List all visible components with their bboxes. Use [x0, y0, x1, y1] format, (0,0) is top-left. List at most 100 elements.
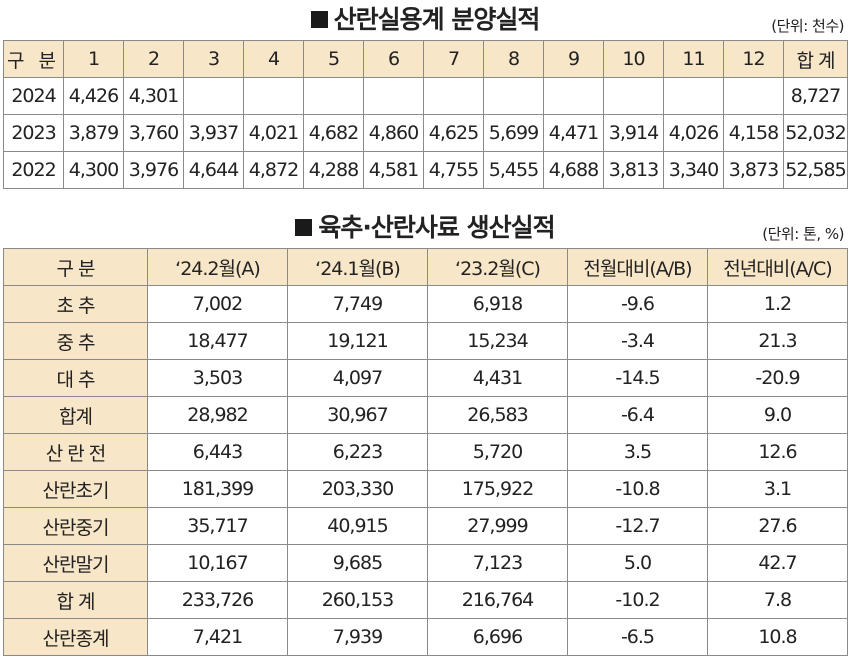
layer-distribution-table-cell — [243, 77, 304, 115]
layer-distribution-table-cell — [363, 77, 424, 115]
layer-distribution-column-header: 6 — [363, 40, 424, 78]
feed-production-table-cell: 30,967 — [287, 396, 428, 434]
feed-production-title-text: 육추·산란사료 생산실적 — [318, 213, 555, 242]
layer-distribution-column-header: 3 — [183, 40, 244, 78]
layer-distribution-table-cell: 4,426 — [63, 77, 124, 115]
feed-production-table-cell: 3,503 — [147, 359, 288, 397]
layer-distribution-table-cell: 4,300 — [63, 151, 124, 189]
feed-production-table-cell: -10.8 — [567, 470, 708, 508]
layer-distribution-table-cell: 4,682 — [303, 114, 364, 152]
layer-distribution-table-cell: 4,755 — [423, 151, 484, 189]
feed-production-table-row: 합계 28,982 30,967 26,583 -6.4 9.0 — [3, 396, 848, 434]
feed-production-table-cell: 3.1 — [707, 470, 848, 508]
layer-distribution-title-row: 산란실용계 분양실적 (단위: 천수) — [0, 0, 850, 40]
feed-production-table-cell: 27.6 — [707, 507, 848, 545]
feed-production-table-cell: 12.6 — [707, 433, 848, 471]
feed-production-table-row: 초 추 7,002 7,749 6,918 -9.6 1.2 — [3, 285, 848, 323]
layer-distribution-table-cell: 4,301 — [123, 77, 184, 115]
layer-distribution-column-header: 10 — [603, 40, 664, 78]
feed-production-row-label: 산 란 전 — [3, 433, 148, 471]
layer-distribution-row-label: 2022 — [3, 151, 64, 189]
layer-distribution-table-cell: 5,699 — [483, 114, 544, 152]
feed-production-table-row: 중 추 18,477 19,121 15,234 -3.4 21.3 — [3, 322, 848, 360]
feed-production-column-header: ‘24.1월(B) — [287, 248, 428, 286]
layer-distribution-table-cell — [603, 77, 664, 115]
layer-distribution-table-cell: 4,026 — [663, 114, 724, 152]
layer-distribution-column-header: 9 — [543, 40, 604, 78]
feed-production-table-cell: -9.6 — [567, 285, 708, 323]
feed-production-table-cell: 9,685 — [287, 544, 428, 582]
feed-production-row-label: 합계 — [3, 396, 148, 434]
feed-production-table-cell: -6.5 — [567, 618, 708, 656]
layer-distribution-table-cell: 52,032 — [783, 114, 848, 152]
feed-production-table-row: 산란중기 35,717 40,915 27,999 -12.7 27.6 — [3, 507, 848, 545]
feed-production-table-cell: 4,097 — [287, 359, 428, 397]
feed-production-table-cell: 27,999 — [427, 507, 568, 545]
layer-distribution-table-cell: 3,914 — [603, 114, 664, 152]
feed-production-table-cell: 28,982 — [147, 396, 288, 434]
layer-distribution-table-cell — [543, 77, 604, 115]
layer-distribution-table-cell: 3,340 — [663, 151, 724, 189]
feed-production-table-cell: -14.5 — [567, 359, 708, 397]
feed-production-table-cell: 5,720 — [427, 433, 568, 471]
layer-distribution-table-cell: 4,625 — [423, 114, 484, 152]
feed-production-table-row: 산란종계 7,421 7,939 6,696 -6.5 10.8 — [3, 618, 848, 656]
feed-production-table-cell: 1.2 — [707, 285, 848, 323]
feed-production-table-cell: 260,153 — [287, 581, 428, 619]
layer-distribution-table-cell: 52,585 — [783, 151, 848, 189]
square-bullet-icon — [310, 11, 328, 28]
feed-production-table-cell: 26,583 — [427, 396, 568, 434]
layer-distribution-table-cell: 5,455 — [483, 151, 544, 189]
layer-distribution-table-cell — [423, 77, 484, 115]
feed-production-table-cell: 216,764 — [427, 581, 568, 619]
layer-distribution-table-cell: 3,879 — [63, 114, 124, 152]
feed-production-table-cell: -10.2 — [567, 581, 708, 619]
layer-distribution-column-header: 5 — [303, 40, 364, 78]
feed-production-table-cell: -6.4 — [567, 396, 708, 434]
layer-distribution-table-cell — [303, 77, 364, 115]
feed-production-unit: (단위: 톤, %) — [762, 225, 844, 243]
feed-production-table-cell: 7.8 — [707, 581, 848, 619]
feed-production-table-cell: 5.0 — [567, 544, 708, 582]
feed-production-row-label: 산란중기 — [3, 507, 148, 545]
feed-production-table-cell: 7,123 — [427, 544, 568, 582]
feed-production-table-cell: 42.7 — [707, 544, 848, 582]
layer-distribution-column-header: 1 — [63, 40, 124, 78]
feed-production-table-cell: 10.8 — [707, 618, 848, 656]
feed-production-table-cell: 15,234 — [427, 322, 568, 360]
feed-production-column-header: 구 분 — [3, 248, 148, 286]
feed-production-column-header: ‘23.2월(C) — [427, 248, 568, 286]
feed-production-row-label: 산란말기 — [3, 544, 148, 582]
feed-production-column-header: ‘24.2월(A) — [147, 248, 288, 286]
feed-production-table-cell: 18,477 — [147, 322, 288, 360]
feed-production-table-cell: 35,717 — [147, 507, 288, 545]
layer-distribution-table-cell: 3,760 — [123, 114, 184, 152]
layer-distribution-title: 산란실용계 분양실적 — [0, 0, 850, 40]
layer-distribution-table-cell: 4,872 — [243, 151, 304, 189]
layer-distribution-header-row: 구 분 1 2 3 4 5 6 7 8 9 10 11 12 합 계 — [3, 40, 848, 78]
feed-production-title: 육추·산란사료 생산실적 — [0, 208, 850, 248]
feed-production-table-row: 산란초기 181,399 203,330 175,922 -10.8 3.1 — [3, 470, 848, 508]
feed-production-table-cell: 7,749 — [287, 285, 428, 323]
feed-production-section: 육추·산란사료 생산실적 (단위: 톤, %) 구 분 ‘24.2월(A) ‘24.… — [0, 208, 850, 656]
layer-distribution-column-header: 7 — [423, 40, 484, 78]
feed-production-table-cell: 7,939 — [287, 618, 428, 656]
layer-distribution-table: 구 분 1 2 3 4 5 6 7 8 9 10 11 12 합 계 2024 4,426 4,301 8,727… — [3, 40, 848, 189]
layer-distribution-column-header: 12 — [723, 40, 784, 78]
layer-distribution-table-cell — [663, 77, 724, 115]
layer-distribution-section: 산란실용계 분양실적 (단위: 천수) 구 분 1 2 3 4 5 6 7 8 9 10 11 12 합 … — [0, 0, 850, 189]
feed-production-table-cell: 6,443 — [147, 433, 288, 471]
feed-production-header-row: 구 분 ‘24.2월(A) ‘24.1월(B) ‘23.2월(C) 전월대비(A/B) 전… — [3, 248, 848, 286]
feed-production-table-cell: -12.7 — [567, 507, 708, 545]
feed-production-table-cell: -20.9 — [707, 359, 848, 397]
feed-production-row-label: 초 추 — [3, 285, 148, 323]
layer-distribution-table-cell: 4,581 — [363, 151, 424, 189]
layer-distribution-table-cell: 4,471 — [543, 114, 604, 152]
feed-production-table-row: 산란말기 10,167 9,685 7,123 5.0 42.7 — [3, 544, 848, 582]
feed-production-table-cell: 3.5 — [567, 433, 708, 471]
feed-production-table-cell: -3.4 — [567, 322, 708, 360]
feed-production-table-row: 합 계 233,726 260,153 216,764 -10.2 7.8 — [3, 581, 848, 619]
layer-distribution-table-row: 2024 4,426 4,301 8,727 — [3, 77, 848, 115]
feed-production-table-cell: 4,431 — [427, 359, 568, 397]
layer-distribution-table-cell: 3,813 — [603, 151, 664, 189]
